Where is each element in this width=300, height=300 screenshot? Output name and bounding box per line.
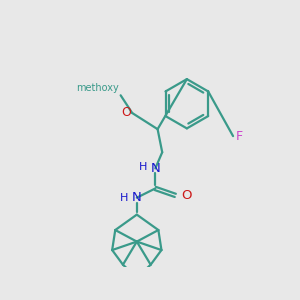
Text: F: F	[236, 130, 243, 142]
Text: methoxy: methoxy	[76, 83, 119, 93]
Text: O: O	[121, 106, 131, 119]
Text: N: N	[150, 162, 160, 175]
Text: N: N	[132, 191, 142, 204]
Text: H: H	[138, 162, 147, 172]
Text: O: O	[182, 189, 192, 202]
Text: H: H	[120, 193, 128, 203]
